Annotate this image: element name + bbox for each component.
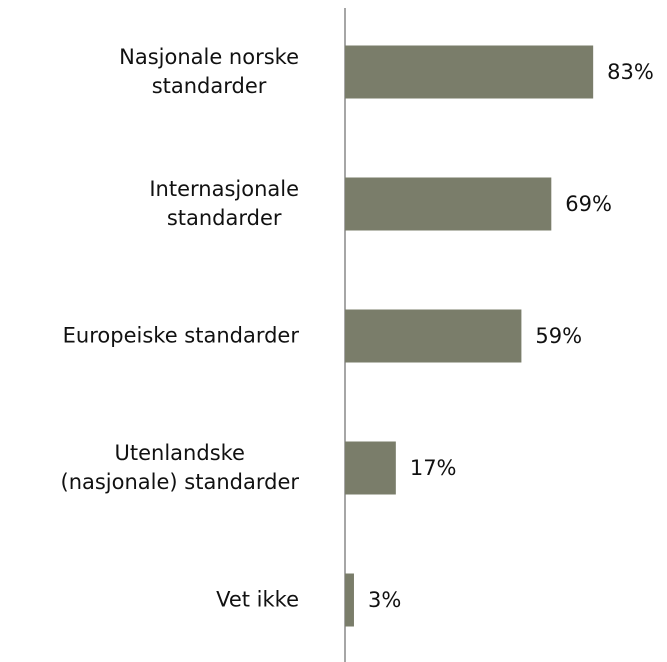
- bar: [345, 573, 354, 627]
- category-label: Utenlandske (nasjonale) standarder: [60, 441, 300, 494]
- bar: [345, 309, 522, 363]
- category-label: Vet ikke: [216, 587, 299, 612]
- value-label: 59%: [535, 324, 583, 348]
- category-label: Nasjonale norske standarder: [119, 45, 299, 98]
- bar: [345, 441, 396, 495]
- bar: [345, 45, 594, 99]
- bar: [345, 177, 552, 231]
- value-label: 83%: [607, 60, 654, 84]
- category-label: Europeiske standarder: [62, 323, 299, 348]
- value-label: 3%: [367, 588, 402, 612]
- value-label: 69%: [565, 192, 612, 216]
- value-label: 17%: [409, 456, 457, 480]
- category-label: Internasjonale standarder: [149, 177, 299, 230]
